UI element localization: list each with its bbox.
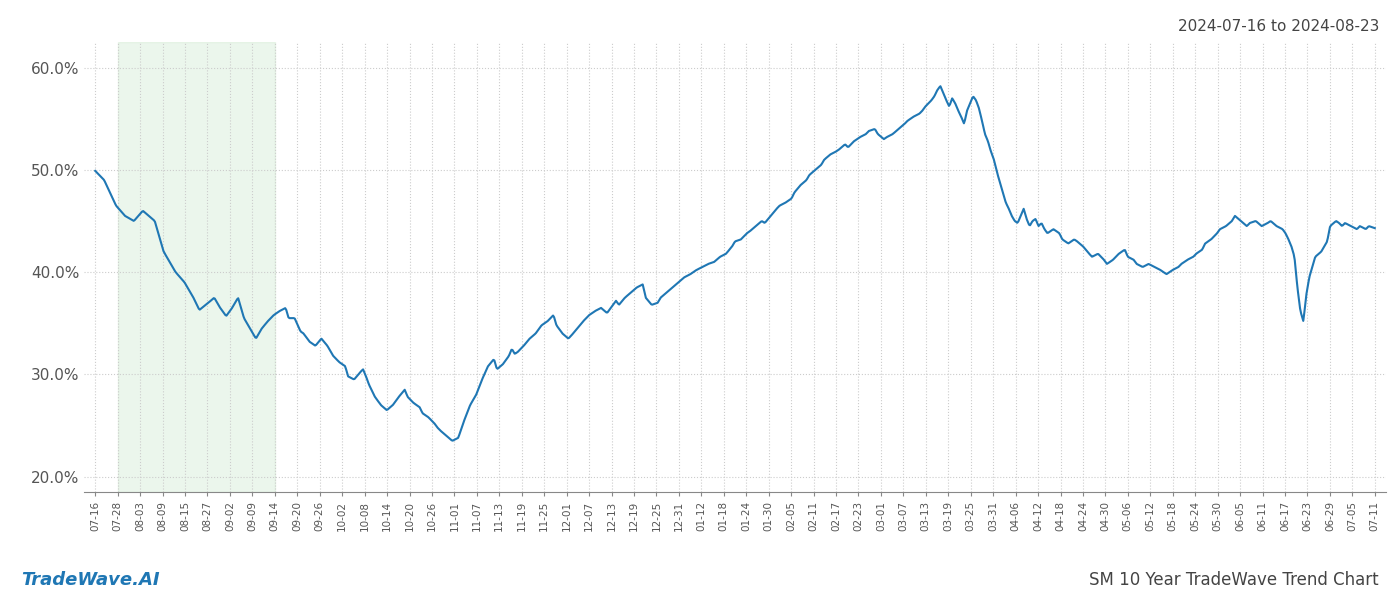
Bar xyxy=(118,42,274,492)
Text: SM 10 Year TradeWave Trend Chart: SM 10 Year TradeWave Trend Chart xyxy=(1089,571,1379,589)
Text: 2024-07-16 to 2024-08-23: 2024-07-16 to 2024-08-23 xyxy=(1177,19,1379,34)
Text: TradeWave.AI: TradeWave.AI xyxy=(21,571,160,589)
